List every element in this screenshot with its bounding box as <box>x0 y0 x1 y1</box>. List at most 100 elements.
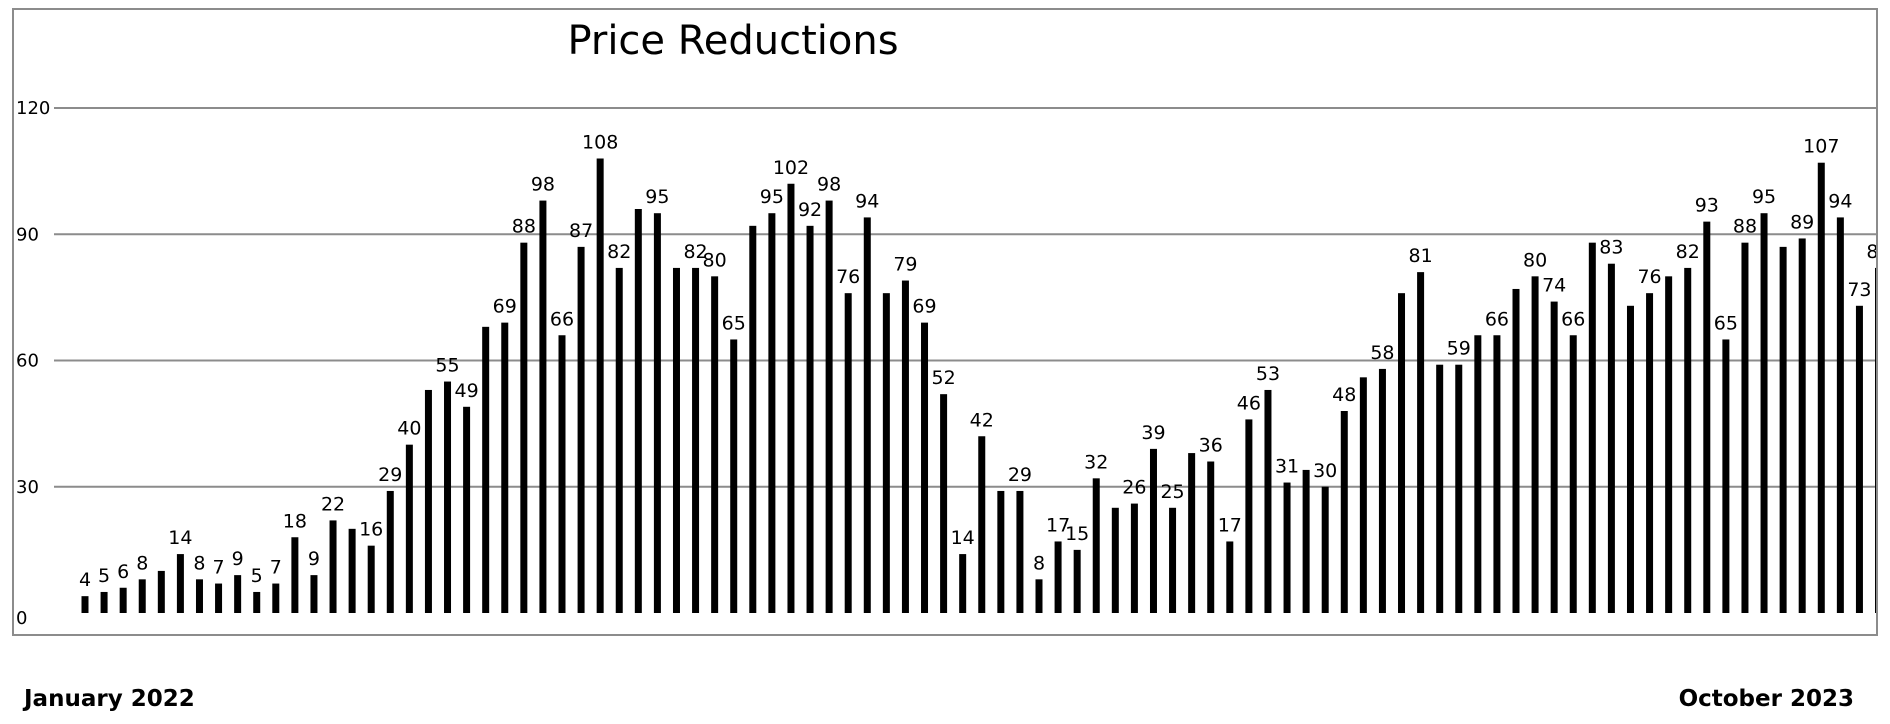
bar <box>1550 301 1558 613</box>
data-label: 9 <box>232 548 244 570</box>
bar <box>539 200 547 614</box>
bar <box>978 436 986 613</box>
data-label: 22 <box>321 493 345 515</box>
bar <box>653 213 661 614</box>
data-label: 79 <box>893 254 917 276</box>
data-label: 66 <box>1485 308 1509 330</box>
bar <box>1779 246 1787 613</box>
data-label: 49 <box>455 380 479 402</box>
bar <box>672 267 680 613</box>
data-label: 82 <box>1676 241 1700 263</box>
data-label: 80 <box>703 249 727 271</box>
bar <box>424 389 432 613</box>
data-label: 25 <box>1160 481 1184 503</box>
data-label: 15 <box>1065 523 1089 545</box>
data-label: 94 <box>1828 190 1852 212</box>
bar <box>1703 221 1711 613</box>
bar <box>882 293 890 613</box>
bar <box>81 596 89 613</box>
bar <box>997 490 1005 613</box>
data-label: 52 <box>932 367 956 389</box>
data-label: 74 <box>1542 275 1566 297</box>
bar <box>253 591 261 613</box>
bar <box>844 293 852 613</box>
data-label: 48 <box>1332 384 1356 406</box>
bar <box>100 591 108 613</box>
bar <box>1588 242 1596 613</box>
bar <box>1741 242 1749 613</box>
data-label: 95 <box>760 186 784 208</box>
data-label: 83 <box>1599 237 1623 259</box>
data-label: 14 <box>951 527 975 549</box>
bar <box>1359 377 1367 613</box>
bar <box>520 242 528 613</box>
bars <box>81 158 1876 614</box>
bar <box>1646 293 1654 613</box>
data-label: 5 <box>251 565 263 587</box>
data-label: 80 <box>1523 249 1547 271</box>
bar <box>749 225 757 614</box>
data-label: 95 <box>645 186 669 208</box>
bar <box>1836 217 1844 613</box>
bar <box>1817 162 1825 614</box>
data-label: 8 <box>136 552 148 574</box>
bar <box>367 545 375 613</box>
bar <box>1760 213 1768 614</box>
bar <box>1283 482 1291 613</box>
data-label: 69 <box>912 296 936 318</box>
bar <box>482 326 490 613</box>
bar <box>1378 368 1386 613</box>
chart-frame: Price Reductions 0 30 60 90 120 4 5 6 8 14 8 7 9 5 7 1… <box>12 8 1878 636</box>
data-label: 82 <box>683 241 707 263</box>
bar <box>1493 335 1501 613</box>
data-label: 98 <box>531 174 555 196</box>
data-label: 88 <box>1733 216 1757 238</box>
data-label: 81 <box>1409 245 1433 267</box>
bar <box>1474 335 1482 613</box>
data-label: 73 <box>1847 279 1871 301</box>
bar <box>596 158 604 613</box>
data-label: 32 <box>1084 451 1108 473</box>
data-label: 8 <box>193 552 205 574</box>
bar <box>1149 448 1157 613</box>
y-tick-label: 90 <box>16 224 39 245</box>
data-label: 29 <box>378 464 402 486</box>
data-label: 36 <box>1199 435 1223 457</box>
data-label: 8 <box>1033 552 1045 574</box>
bar <box>291 537 299 613</box>
bar <box>1569 335 1577 613</box>
bar <box>558 335 566 613</box>
bar <box>463 406 471 613</box>
bar <box>138 579 146 613</box>
bar <box>692 267 700 613</box>
data-label: 55 <box>435 355 459 377</box>
data-label: 94 <box>855 190 879 212</box>
data-label: 89 <box>1790 211 1814 233</box>
bar <box>1226 541 1234 613</box>
data-label: 9 <box>308 548 320 570</box>
data-label: 26 <box>1122 477 1146 499</box>
bar <box>1321 486 1329 613</box>
bar <box>1111 507 1119 613</box>
bar <box>501 322 509 613</box>
bar <box>444 381 452 613</box>
data-label: 66 <box>1561 308 1585 330</box>
data-label: 69 <box>493 296 517 318</box>
data-label: 29 <box>1008 464 1032 486</box>
data-label: 53 <box>1256 363 1280 385</box>
data-label: 42 <box>970 409 994 431</box>
bar <box>1436 364 1444 613</box>
bar <box>1054 541 1062 613</box>
bar <box>1531 276 1539 613</box>
data-label: 31 <box>1275 456 1299 478</box>
data-label: 93 <box>1695 195 1719 217</box>
bar <box>1798 238 1806 614</box>
data-label: 107 <box>1803 136 1839 158</box>
data-label: 17 <box>1046 514 1070 536</box>
data-label: 46 <box>1237 392 1261 414</box>
data-label: 92 <box>798 199 822 221</box>
data-label: 58 <box>1370 342 1394 364</box>
bar <box>1455 364 1463 613</box>
bar <box>1875 267 1876 613</box>
bar <box>272 583 280 613</box>
